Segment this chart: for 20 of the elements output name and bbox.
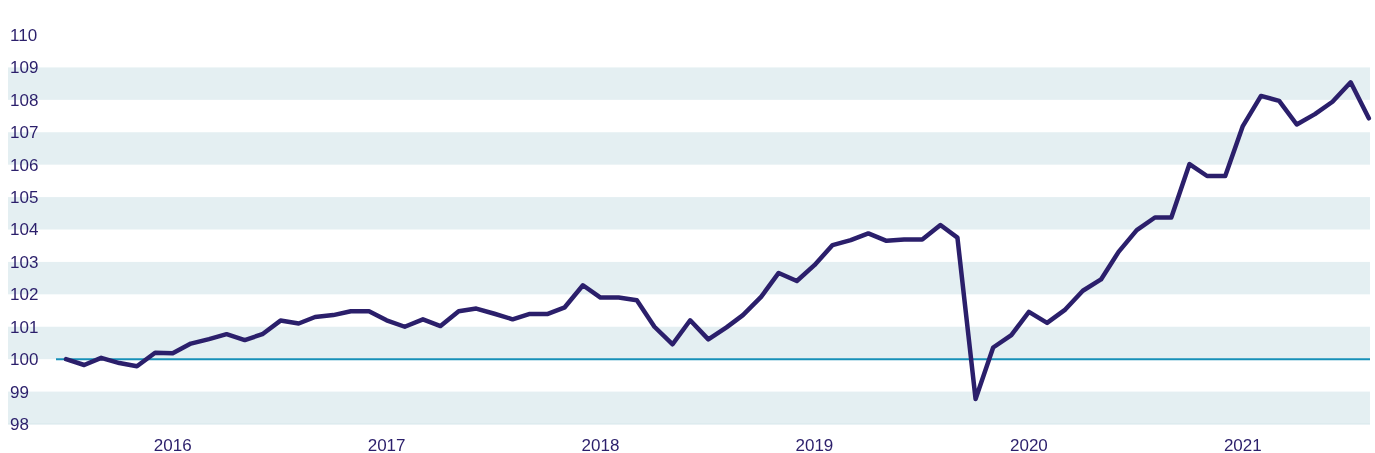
y-tick-label: 105 (10, 188, 39, 208)
y-tick-label: 101 (10, 317, 39, 337)
x-tick-label: 2017 (367, 435, 406, 453)
x-tick-label: 2018 (581, 435, 620, 453)
line-series (63, 80, 1372, 402)
y-tick-label: 106 (10, 155, 39, 175)
x-tick-label: 2016 (153, 435, 192, 453)
y-tick-label: 109 (10, 58, 39, 78)
y-tick-label: 103 (10, 252, 39, 272)
y-tick-label: 102 (10, 285, 39, 305)
y-tick-label: 108 (10, 90, 39, 110)
x-tick-label: 2020 (1010, 435, 1048, 453)
x-tick-label: 2021 (1223, 435, 1262, 453)
y-tick-label: 110 (10, 25, 38, 45)
y-tick-label: 99 (10, 382, 29, 402)
y-tick-label: 104 (10, 220, 39, 240)
y-tick-label: 107 (10, 123, 39, 143)
y-tick-label: 100 (10, 350, 39, 370)
x-tick-label: 2019 (795, 435, 834, 453)
y-tick-label: 98 (10, 414, 29, 434)
